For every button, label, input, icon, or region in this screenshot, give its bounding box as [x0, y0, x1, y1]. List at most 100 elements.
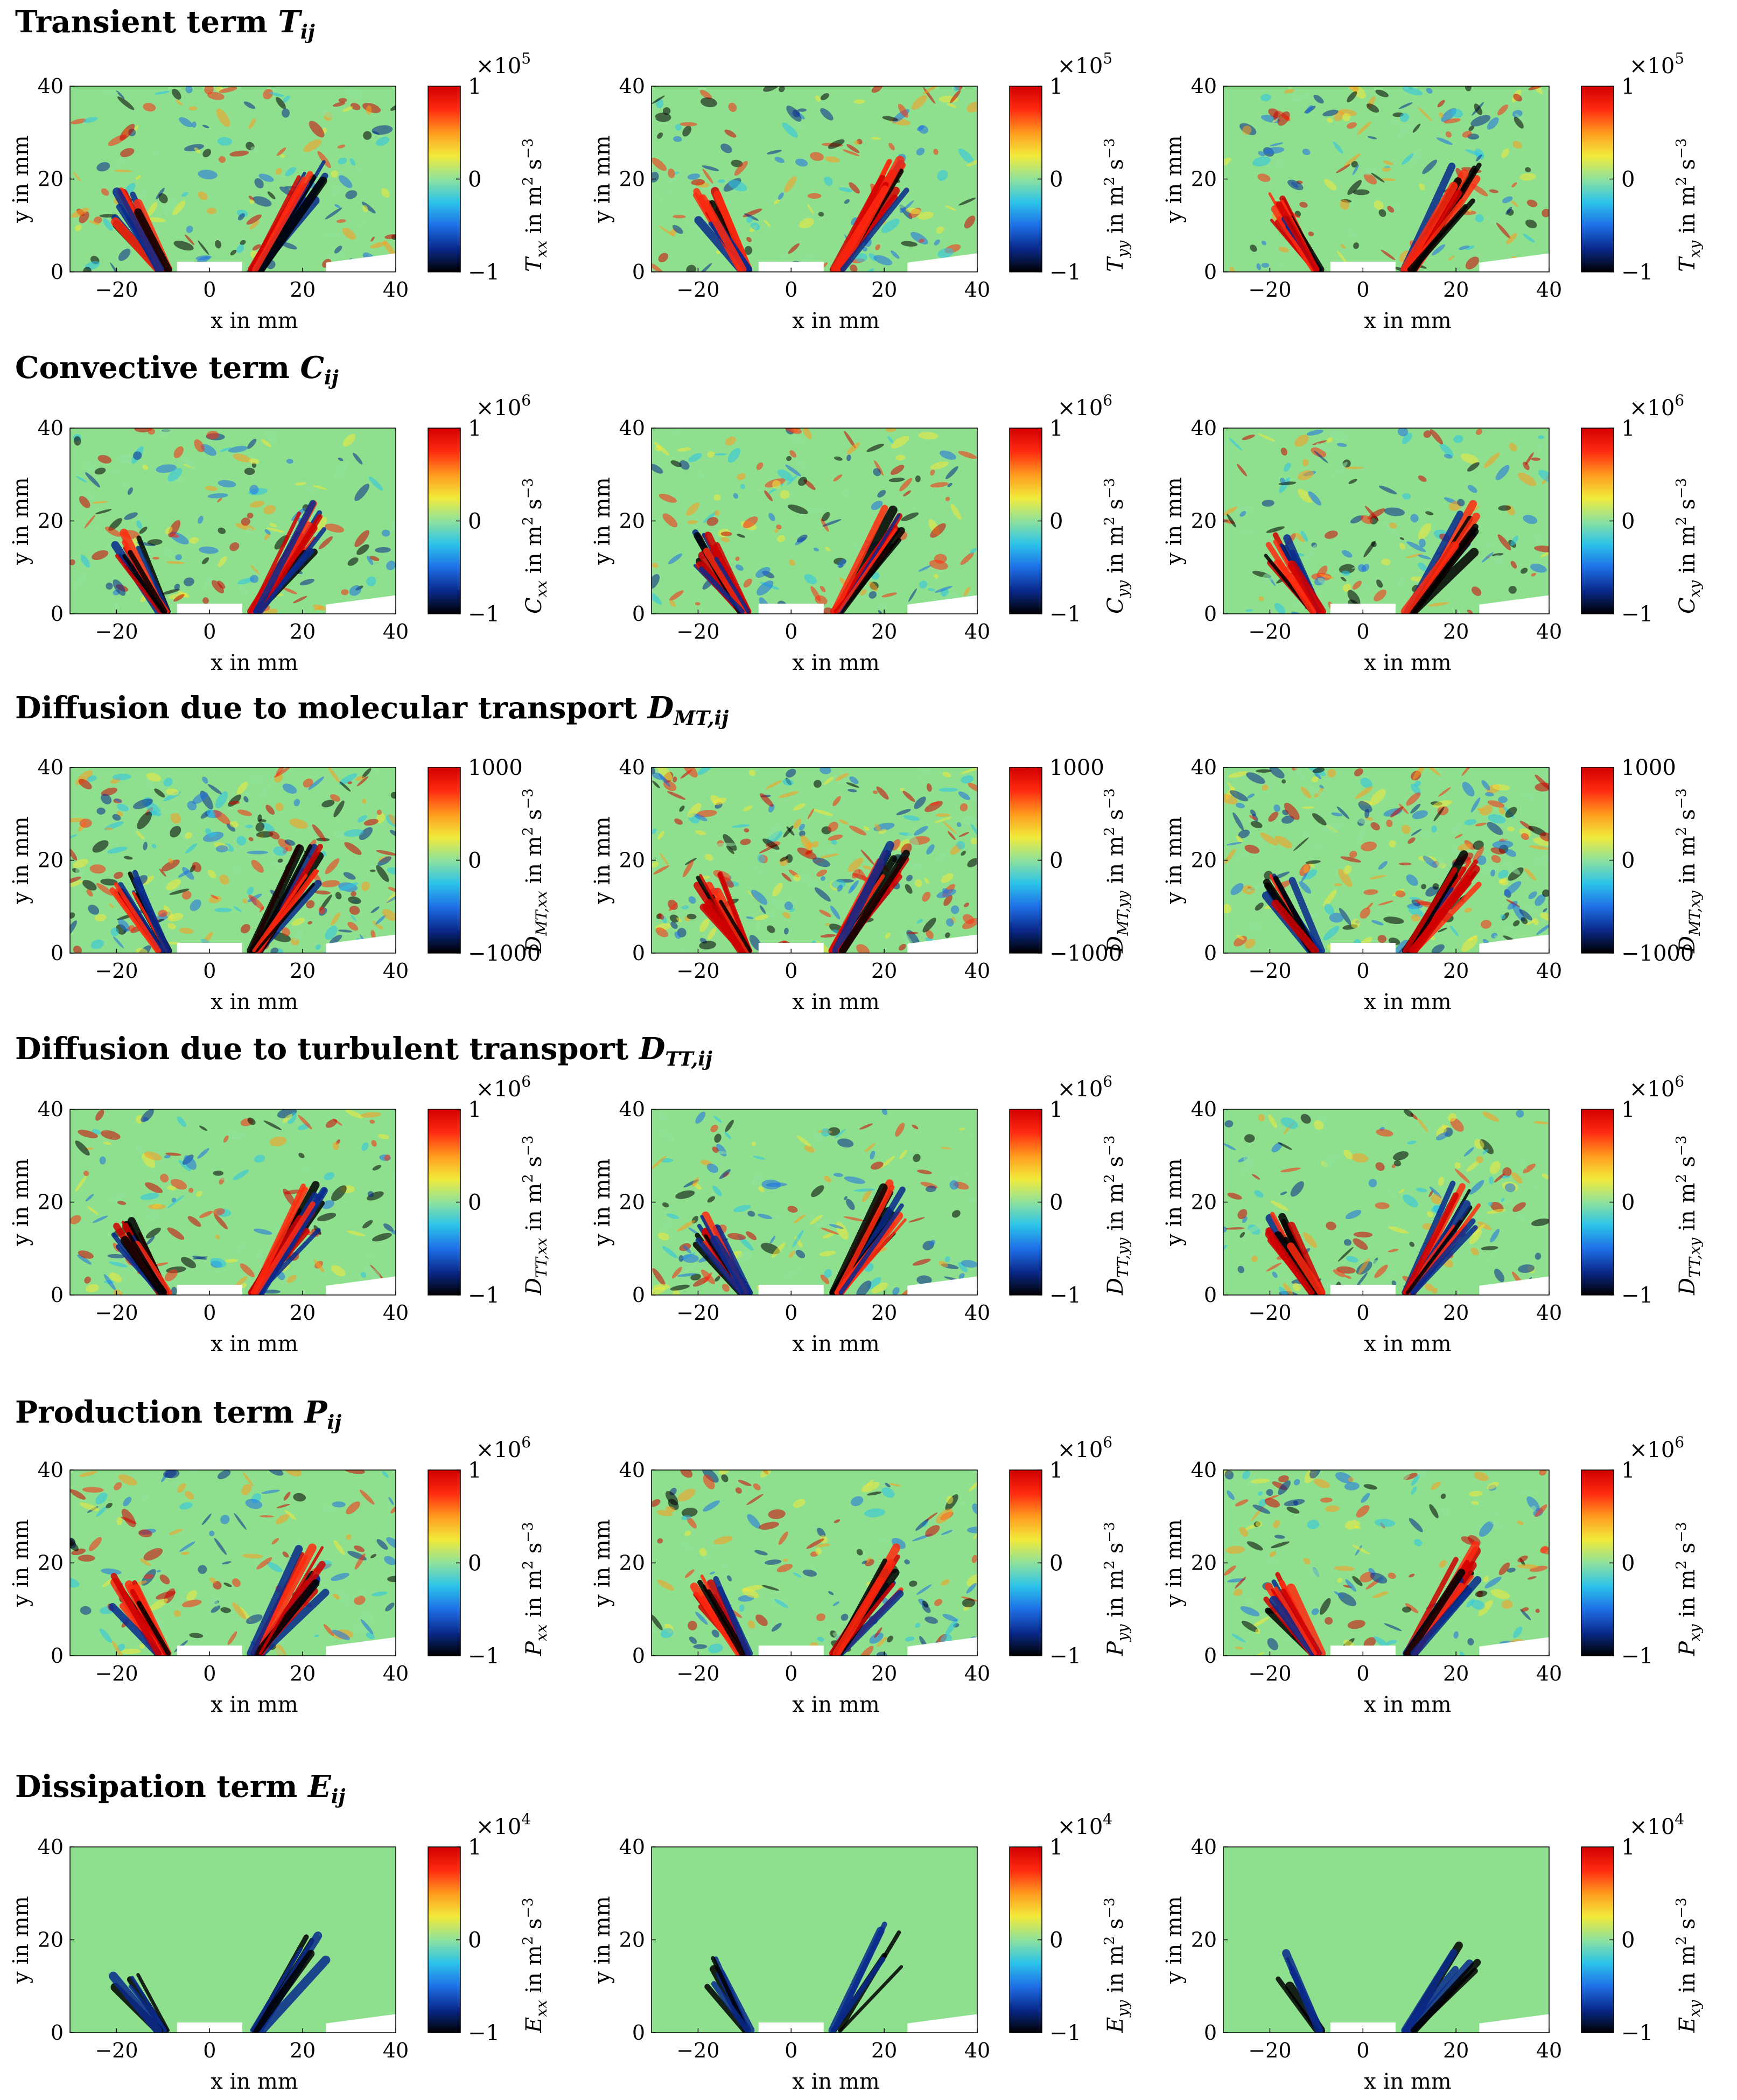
field-speckle	[1510, 535, 1518, 547]
field-speckle	[1412, 123, 1420, 133]
field-speckle	[1278, 1142, 1293, 1150]
field-speckle	[1486, 542, 1494, 549]
field-speckle	[1347, 91, 1357, 102]
field-speckle	[746, 1231, 757, 1241]
jet-streak	[1271, 899, 1319, 953]
field-speckle	[704, 853, 713, 861]
masked-region	[907, 2014, 977, 2033]
field-speckle	[1448, 255, 1455, 261]
field-speckle	[922, 918, 936, 933]
field-speckle	[1241, 1620, 1259, 1633]
field-speckle	[1258, 1499, 1267, 1507]
field-speckle	[1351, 919, 1361, 928]
field-speckle	[1319, 785, 1324, 789]
field-speckle	[816, 869, 828, 877]
field-speckle	[746, 916, 754, 919]
field-speckle	[127, 487, 133, 495]
field-speckle	[184, 144, 205, 152]
field-speckle	[303, 778, 313, 788]
field-speckle	[326, 1119, 338, 1128]
field-speckle	[1410, 803, 1421, 814]
field-speckle	[856, 1280, 872, 1295]
field-speckle	[377, 1134, 389, 1139]
field-speckle	[289, 818, 308, 829]
field-speckle	[807, 879, 818, 888]
field-speckle	[1409, 1242, 1414, 1247]
field-speckle	[652, 1499, 661, 1507]
field-speckle	[1489, 1176, 1494, 1185]
field-speckle	[122, 481, 130, 487]
field-speckle	[327, 251, 346, 262]
colorbar-label: Exx in m2 s−3	[520, 1898, 550, 2033]
field-speckle	[1347, 590, 1361, 606]
field-speckle	[259, 785, 270, 797]
field-speckle	[962, 1598, 976, 1608]
field-speckle	[1304, 869, 1318, 880]
colorbar-label: Cyy in m2 s−3	[1102, 478, 1132, 614]
field-speckle	[1437, 100, 1445, 108]
field-speckle	[820, 108, 834, 121]
x-axis-label: x in mm	[792, 2069, 879, 2094]
field-speckle	[968, 782, 977, 793]
field-speckle	[248, 118, 256, 129]
field-speckle	[1232, 812, 1244, 831]
field-speckle	[120, 123, 135, 141]
colorbar-tick-label: −1	[468, 260, 500, 285]
field-speckle	[198, 170, 218, 179]
field-speckle	[202, 149, 212, 158]
x-tick-label: −20	[676, 620, 719, 643]
field-speckle	[369, 556, 380, 561]
field-speckle	[109, 903, 114, 908]
field-speckle	[1343, 1239, 1351, 1246]
colorbar-label: Tyy in m2 s−3	[1102, 138, 1132, 272]
field-speckle	[1399, 1188, 1405, 1194]
field-speckle	[1423, 430, 1432, 438]
field-speckle	[286, 1275, 297, 1283]
jet-streak	[122, 554, 165, 614]
field-speckle	[784, 901, 794, 911]
jet-streak	[1282, 1949, 1323, 2033]
field-speckle	[659, 773, 670, 787]
field-speckle	[1398, 862, 1412, 866]
field-speckle	[172, 200, 186, 215]
field-speckle	[306, 900, 315, 909]
field-speckle	[652, 829, 657, 835]
field-speckle	[321, 800, 335, 808]
field-speckle	[250, 575, 259, 583]
field-speckle	[71, 118, 87, 124]
field-speckle	[1479, 1521, 1494, 1537]
field-speckle	[1252, 1616, 1270, 1627]
field-speckle	[235, 1276, 248, 1287]
field-speckle	[96, 1506, 107, 1517]
field-speckle	[1235, 506, 1255, 514]
x-axis-label: x in mm	[792, 650, 879, 675]
field-speckle	[1540, 913, 1549, 921]
jet-streak	[127, 1231, 166, 1295]
field-speckle	[762, 1585, 779, 1591]
field-speckle	[211, 1605, 221, 1613]
field-speckle	[376, 136, 390, 146]
field-speckle	[1517, 1555, 1528, 1563]
field-speckle	[956, 841, 965, 850]
field-speckle	[857, 1549, 863, 1556]
x-tick-label: 20	[290, 1662, 316, 1685]
field-speckle	[82, 880, 97, 891]
field-speckle	[140, 1193, 160, 1200]
field-speckle	[1224, 1470, 1234, 1480]
y-tick-label: 20	[619, 509, 645, 533]
colorbar-label: Cxy in m2 s−3	[1673, 478, 1704, 614]
field-speckle	[277, 858, 283, 863]
field-speckle	[1508, 867, 1524, 881]
field-speckle	[786, 826, 795, 836]
field-speckle	[815, 1543, 831, 1548]
field-speckle	[204, 579, 212, 589]
field-speckle	[385, 1602, 395, 1612]
field-speckle	[961, 775, 974, 783]
field-speckle	[271, 1538, 279, 1545]
field-speckle	[94, 216, 102, 224]
field-speckle	[945, 918, 954, 927]
field-speckle	[692, 1177, 699, 1187]
field-speckle	[1542, 1173, 1549, 1179]
field-speckle	[370, 1553, 377, 1558]
